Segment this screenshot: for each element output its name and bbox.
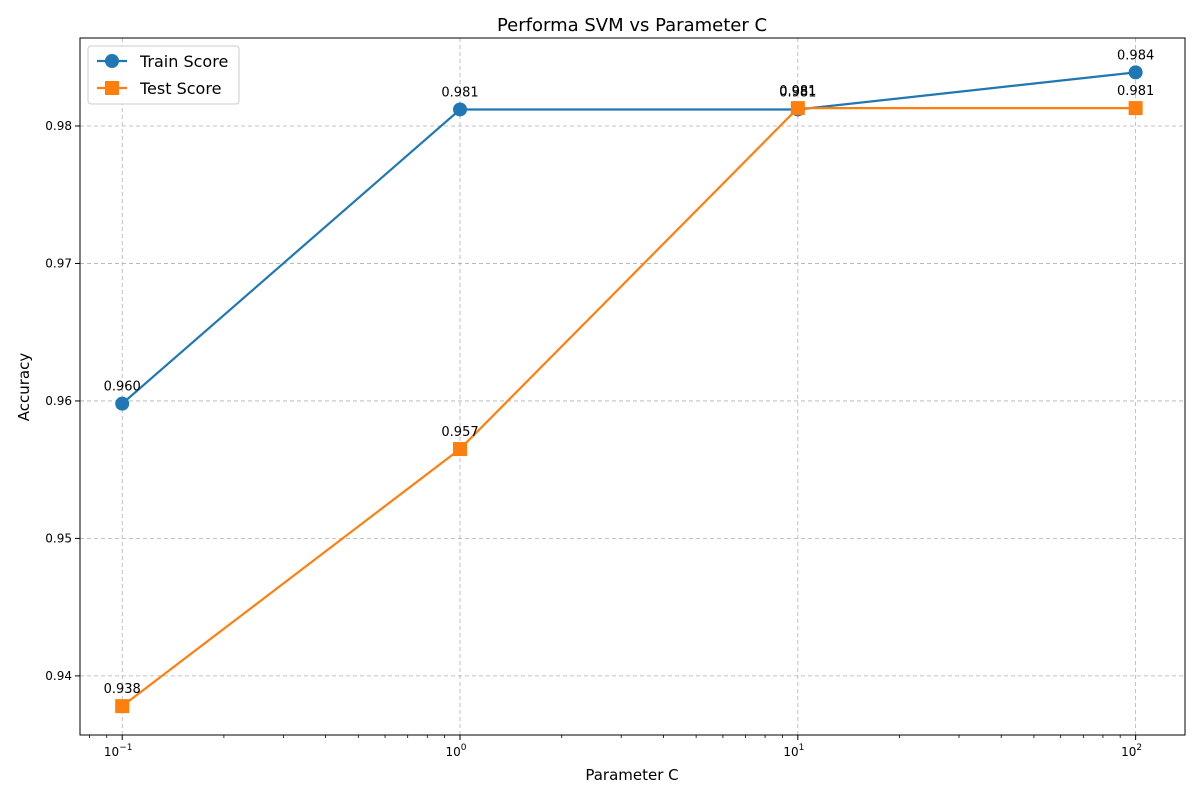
y-tick-label: 0.94 bbox=[45, 669, 72, 683]
data-point-train bbox=[453, 102, 468, 117]
data-point-train bbox=[115, 396, 130, 411]
data-label: 0.981 bbox=[779, 84, 816, 99]
grid bbox=[80, 38, 1185, 735]
x-tick-label: 101 bbox=[783, 743, 804, 759]
y-tick-label: 0.96 bbox=[45, 394, 72, 408]
legend-label: Test Score bbox=[139, 79, 221, 98]
x-tick-label: 102 bbox=[1121, 743, 1142, 759]
data-label: 0.984 bbox=[1117, 48, 1154, 63]
data-label: 0.938 bbox=[104, 682, 141, 697]
series-layer bbox=[115, 65, 1143, 714]
y-tick-label: 0.97 bbox=[45, 256, 72, 270]
y-tick-label: 0.98 bbox=[45, 119, 72, 133]
data-point-test bbox=[790, 101, 805, 116]
data-label: 0.981 bbox=[779, 85, 816, 100]
chart-title: Performa SVM vs Parameter C bbox=[497, 15, 767, 36]
data-point-test bbox=[115, 699, 130, 714]
data-label: 0.957 bbox=[441, 425, 478, 440]
data-label: 0.960 bbox=[104, 380, 141, 395]
data-point-test bbox=[453, 442, 468, 457]
series-line-train bbox=[121, 71, 1136, 405]
data-point-test bbox=[1128, 101, 1143, 116]
legend-marker bbox=[105, 81, 119, 95]
ticks: 10−1 100 101 102 0.94 0.95 0.96 0.97 0.98 bbox=[45, 119, 1142, 759]
y-axis-label: Accuracy bbox=[15, 353, 33, 422]
x-tick-label: 10−1 bbox=[104, 743, 133, 759]
data-label: 0.981 bbox=[1117, 84, 1154, 99]
legend-marker bbox=[105, 54, 119, 68]
plot-frame bbox=[79, 37, 1186, 736]
x-tick-label: 100 bbox=[446, 743, 467, 759]
x-axis-label: Parameter C bbox=[585, 766, 678, 784]
data-point-train bbox=[1128, 65, 1143, 80]
legend: Train Score Test Score bbox=[87, 45, 240, 105]
data-label: 0.981 bbox=[441, 85, 478, 100]
y-tick-label: 0.95 bbox=[45, 531, 72, 545]
series-line-test bbox=[121, 107, 1136, 708]
legend-label: Train Score bbox=[139, 52, 228, 71]
